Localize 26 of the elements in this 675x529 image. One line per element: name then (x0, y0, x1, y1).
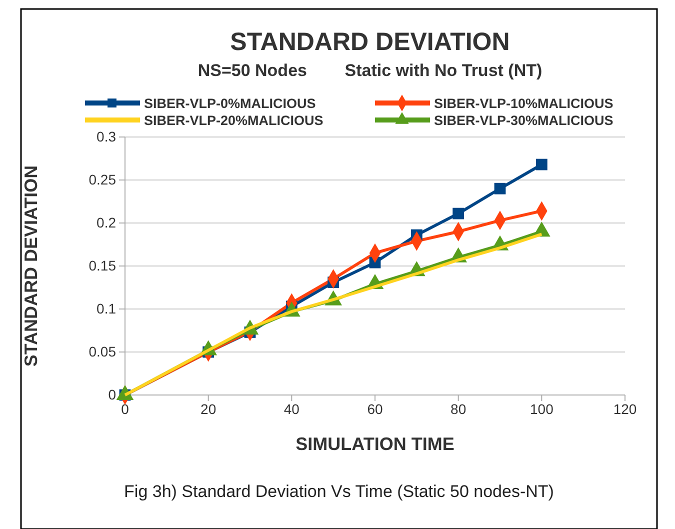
y-tick-label: 0.3 (96, 128, 116, 144)
x-tick-label: 20 (200, 400, 216, 417)
x-tick-label: 40 (284, 400, 300, 417)
legend-label: SIBER-VLP-10%MALICIOUS (434, 96, 614, 111)
x-tick-label: 0 (121, 400, 130, 417)
chart-subtitle: NS=50 Nodes Static with No Trust (NT) (198, 61, 542, 80)
y-tick-label: 0.25 (88, 171, 116, 188)
y-tick-label: 0.2 (96, 214, 116, 230)
y-tick-label: 0 (108, 386, 116, 402)
legend-label: SIBER-VLP-20%MALICIOUS (144, 113, 324, 128)
x-tick-label: 60 (367, 400, 383, 417)
point (494, 182, 506, 194)
legend-label: SIBER-VLP-0%MALICIOUS (144, 96, 316, 111)
x-axis-title: SIMULATION TIME (296, 434, 454, 454)
y-tick-label: 0.05 (88, 343, 116, 360)
y-axis-title: STANDARD DEVIATION (21, 165, 41, 367)
y-tick-label: 0.1 (96, 300, 116, 316)
x-tick-label: 100 (530, 400, 554, 417)
legend-label: SIBER-VLP-30%MALICIOUS (434, 113, 614, 128)
x-tick-label: 80 (450, 400, 466, 417)
point (536, 158, 548, 170)
caption: Fig 3h) Standard Deviation Vs Time (Static 50 nodes-NT) (124, 482, 554, 501)
chart-title: STANDARD DEVIATION (230, 28, 510, 56)
point (452, 208, 464, 220)
y-tick-label: 0.15 (88, 257, 116, 274)
x-tick-label: 120 (613, 400, 637, 417)
